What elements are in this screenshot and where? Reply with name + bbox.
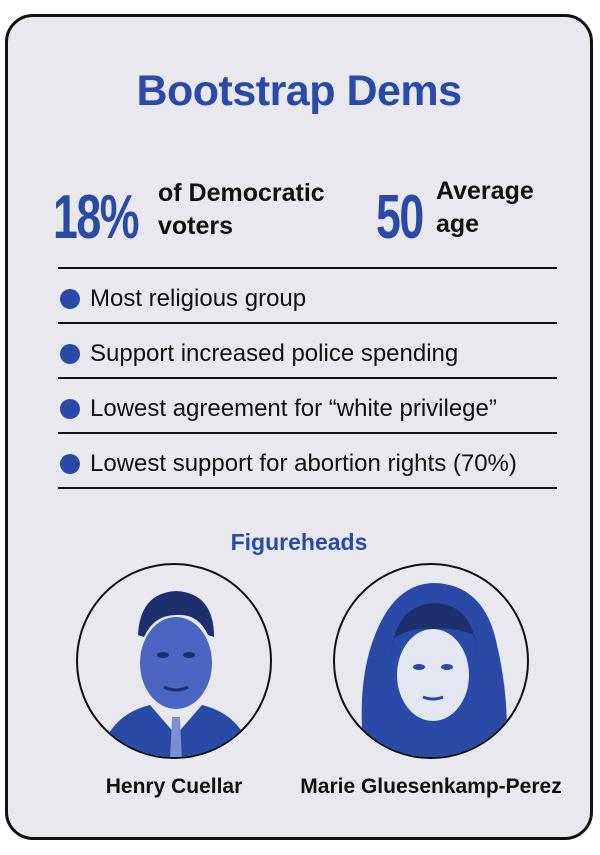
stat-age-label-line2: age <box>436 210 480 238</box>
bullet-dot-icon <box>60 289 80 309</box>
figureheads-heading: Figureheads <box>230 529 368 555</box>
bullet-item: Most religious group <box>60 285 306 313</box>
stat-age-value: 50 <box>376 183 424 252</box>
divider <box>58 432 557 434</box>
bullet-text: Lowest agreement for “white privilege” <box>90 395 497 422</box>
stat-percent-value: 18% <box>53 183 139 252</box>
bullet-dot-icon <box>60 454 80 474</box>
portrait-henry-cuellar <box>76 563 272 759</box>
bullet-item: Lowest agreement for “white privilege” <box>60 395 497 423</box>
portrait-marie-gluesenkamp-perez <box>333 563 529 759</box>
bullet-text: Support increased police spending <box>90 340 459 367</box>
stat-percent-label: of Democratic voters <box>158 177 325 243</box>
stat-age-label: Average age <box>436 175 534 241</box>
divider <box>58 377 557 379</box>
figurehead-name: Henry Cuellar <box>105 775 243 798</box>
bullet-text: Most religious group <box>90 285 307 312</box>
infographic-card: Bootstrap Dems 18% of Democratic voters … <box>5 14 593 840</box>
bullet-text: Lowest support for abortion rights (70%) <box>90 450 517 477</box>
divider <box>58 322 557 324</box>
stat-percent-label-line2: voters <box>158 212 234 240</box>
divider <box>58 487 557 489</box>
divider <box>58 267 557 269</box>
stat-age-label-line1: Average <box>436 177 534 205</box>
card-title: Bootstrap Dems <box>136 67 462 115</box>
bullet-item: Lowest support for abortion rights (70%) <box>60 450 517 478</box>
stat-percent-label-line1: of Democratic <box>158 179 325 207</box>
figurehead-name: Marie Gluesenkamp-Perez <box>300 775 562 798</box>
bullet-item: Support increased police spending <box>60 340 458 368</box>
bullet-dot-icon <box>60 399 80 419</box>
bullet-dot-icon <box>60 344 80 364</box>
